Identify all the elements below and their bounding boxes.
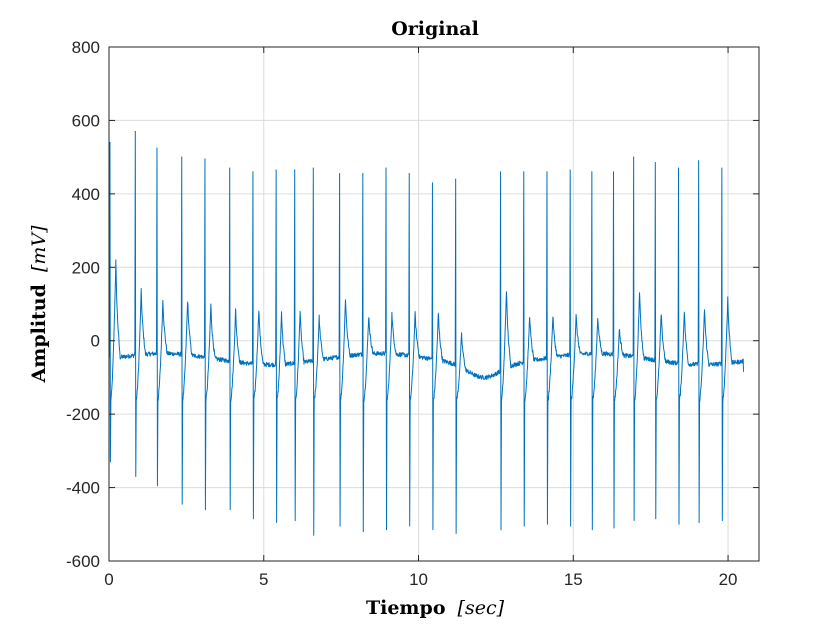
chart-title: Original bbox=[391, 18, 479, 40]
r-peak-point bbox=[252, 171, 254, 173]
x-axis-label-main: Tiempo bbox=[366, 597, 446, 619]
r-peak-point bbox=[156, 147, 158, 149]
r-peak-point bbox=[229, 167, 231, 169]
r-peak-point bbox=[275, 169, 277, 171]
x-tick-label: 0 bbox=[104, 570, 113, 589]
r-peak-point bbox=[523, 171, 525, 173]
r-peak-point bbox=[546, 171, 548, 173]
x-tick-label: 5 bbox=[259, 570, 268, 589]
y-tick-label: -400 bbox=[66, 479, 100, 498]
r-peak-point bbox=[181, 156, 183, 158]
r-peak-point bbox=[721, 167, 723, 169]
r-peak-point bbox=[613, 171, 615, 173]
r-peak-point bbox=[294, 169, 296, 171]
r-peak-point bbox=[408, 173, 410, 175]
x-tick-label: 20 bbox=[719, 570, 738, 589]
plot-area-background bbox=[109, 47, 759, 561]
x-axis-label-unit: [sec] bbox=[458, 597, 505, 619]
axis-ticks bbox=[108, 46, 759, 562]
y-axis-label-main: Amplitud bbox=[28, 284, 50, 383]
x-tick-label: 15 bbox=[564, 570, 583, 589]
r-peak-point bbox=[134, 130, 136, 132]
r-peak-point bbox=[431, 182, 433, 184]
r-peak-point bbox=[385, 167, 387, 169]
x-axis-label: Tiempo [sec] bbox=[366, 597, 505, 619]
r-peak-point bbox=[500, 171, 502, 173]
r-peak-point bbox=[654, 162, 656, 164]
r-peak-point bbox=[109, 141, 111, 143]
y-tick-label: 200 bbox=[72, 258, 100, 277]
y-tick-label: 800 bbox=[72, 38, 100, 57]
tick-labels: 0 5 10 15 20 -600 -400 -200 0 200 400 600 800 bbox=[66, 38, 738, 589]
r-peak-point bbox=[591, 171, 593, 173]
r-peak-point bbox=[312, 167, 314, 169]
r-peak-point bbox=[698, 160, 700, 162]
y-tick-label: -200 bbox=[66, 405, 100, 424]
y-tick-label: 600 bbox=[72, 111, 100, 130]
r-peak-point bbox=[455, 178, 457, 180]
x-tick-label: 10 bbox=[409, 570, 428, 589]
ecg-trace-group bbox=[108, 130, 745, 536]
grid-lines bbox=[108, 46, 759, 562]
r-peak-point bbox=[339, 173, 341, 175]
y-tick-label: -600 bbox=[66, 552, 100, 571]
y-axis-label-unit: [mV] bbox=[28, 225, 50, 272]
plot-area-frame bbox=[108, 46, 760, 562]
r-peak-point bbox=[569, 169, 571, 171]
r-peak-point bbox=[633, 156, 635, 158]
ecg-series-line bbox=[108, 130, 745, 536]
r-peak-point bbox=[204, 158, 206, 160]
y-axis-label: Amplitud [mV] bbox=[28, 225, 50, 384]
y-tick-label: 0 bbox=[91, 332, 100, 351]
y-tick-label: 400 bbox=[72, 185, 100, 204]
r-peak-point bbox=[362, 173, 364, 175]
r-peak-point bbox=[678, 167, 680, 169]
